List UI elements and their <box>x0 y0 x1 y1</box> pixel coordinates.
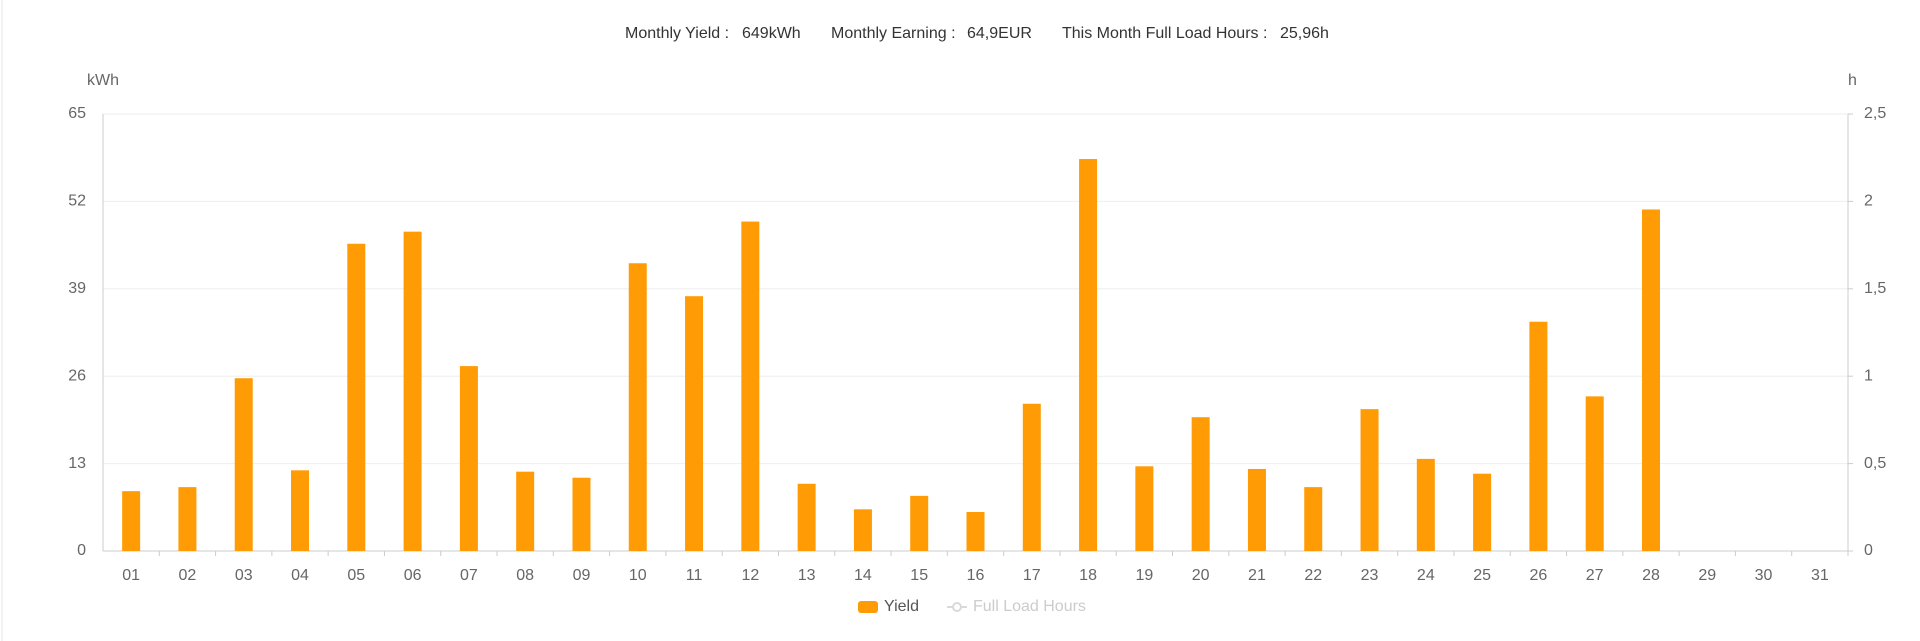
x-tick-label: 26 <box>1530 567 1548 584</box>
legend-swatch <box>858 601 878 613</box>
x-tick-label: 16 <box>967 567 985 584</box>
bar <box>1079 159 1098 551</box>
legend-label[interactable]: Full Load Hours <box>973 598 1086 615</box>
header-label: Monthly Yield : <box>625 25 729 42</box>
x-tick-label: 28 <box>1642 567 1660 584</box>
bar <box>1416 458 1435 551</box>
y2-axis-label: h <box>1848 72 1857 89</box>
x-tick-label: 27 <box>1586 567 1604 584</box>
x-tick-label: 04 <box>291 567 309 584</box>
x-tick-label: 12 <box>741 567 759 584</box>
bar <box>797 483 816 551</box>
bar <box>685 296 704 551</box>
y2-tick-label: 0 <box>1864 542 1873 559</box>
x-tick-label: 09 <box>573 567 591 584</box>
x-tick-label: 24 <box>1417 567 1435 584</box>
bar <box>1191 417 1210 551</box>
y2-tick-label: 1 <box>1864 367 1873 384</box>
y2-tick-label: 1,5 <box>1864 280 1886 297</box>
bar <box>178 487 197 551</box>
y-tick-label: 0 <box>77 542 86 559</box>
y2-tick-label: 2 <box>1864 193 1873 210</box>
bar <box>516 471 535 551</box>
bar <box>741 221 760 552</box>
bar <box>966 512 985 551</box>
bar <box>853 509 872 551</box>
x-tick-label: 03 <box>235 567 253 584</box>
y-axis-label: kWh <box>87 72 119 89</box>
bar <box>459 366 478 551</box>
bar <box>122 491 141 551</box>
bar <box>1641 209 1660 551</box>
x-tick-label: 31 <box>1811 567 1829 584</box>
x-tick-label: 06 <box>404 567 422 584</box>
bar <box>403 231 422 551</box>
bar <box>1247 468 1266 551</box>
legend-label[interactable]: Yield <box>884 598 919 615</box>
bar <box>291 470 310 551</box>
bar <box>1529 321 1548 551</box>
bar <box>234 378 253 551</box>
x-tick-label: 30 <box>1755 567 1773 584</box>
x-tick-label: 13 <box>798 567 816 584</box>
bar <box>1135 466 1154 551</box>
header-label: Monthly Earning : <box>831 25 956 42</box>
x-tick-label: 01 <box>122 567 140 584</box>
bar <box>628 263 647 551</box>
bar <box>347 243 366 552</box>
bar <box>1304 487 1323 551</box>
header-value: 25,96h <box>1280 25 1329 42</box>
x-tick-label: 22 <box>1304 567 1322 584</box>
header-value: 649kWh <box>742 25 801 42</box>
y-tick-label: 39 <box>68 280 86 297</box>
x-tick-label: 02 <box>179 567 197 584</box>
bar <box>910 495 929 551</box>
x-tick-label: 21 <box>1248 567 1266 584</box>
x-tick-label: 19 <box>1135 567 1153 584</box>
x-tick-label: 29 <box>1698 567 1716 584</box>
legend-swatch <box>951 602 962 612</box>
header-value: 64,9EUR <box>967 25 1032 42</box>
x-tick-label: 23 <box>1361 567 1379 584</box>
x-tick-label: 11 <box>686 567 703 584</box>
y-tick-label: 26 <box>68 367 86 384</box>
x-tick-label: 25 <box>1473 567 1491 584</box>
header-label: This Month Full Load Hours : <box>1062 25 1267 42</box>
x-tick-label: 15 <box>910 567 928 584</box>
y-tick-label: 52 <box>68 193 86 210</box>
x-tick-label: 17 <box>1023 567 1041 584</box>
y2-tick-label: 2,5 <box>1864 105 1886 122</box>
x-tick-label: 14 <box>854 567 872 584</box>
x-tick-label: 18 <box>1079 567 1097 584</box>
y-tick-label: 65 <box>68 105 86 122</box>
y-tick-label: 13 <box>68 455 86 472</box>
x-tick-label: 08 <box>516 567 534 584</box>
bar <box>572 477 591 551</box>
bar <box>1585 396 1604 551</box>
y2-tick-label: 0,5 <box>1864 455 1886 472</box>
x-tick-label: 05 <box>347 567 365 584</box>
x-tick-label: 07 <box>460 567 478 584</box>
x-tick-label: 10 <box>629 567 647 584</box>
x-tick-label: 20 <box>1192 567 1210 584</box>
bar <box>1022 403 1041 551</box>
bar <box>1473 473 1492 551</box>
bar <box>1360 409 1379 551</box>
